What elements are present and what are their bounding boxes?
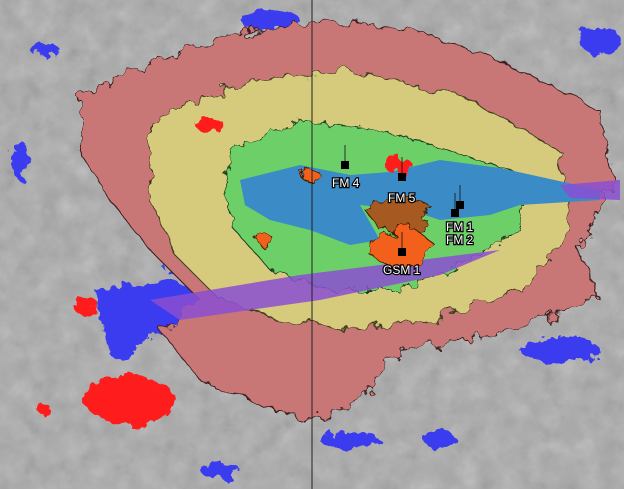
site-label: FM 1 [446, 220, 474, 234]
purple-band [150, 180, 620, 320]
site-label: FM 2 [446, 233, 474, 247]
red-core-patches [195, 119, 412, 173]
site-label: FM 4 [332, 176, 360, 190]
site-label: FM 5 [388, 191, 416, 205]
site-fm-4[interactable]: FM 4 [331, 145, 361, 191]
site-fm-1[interactable]: FM 1 [445, 185, 475, 235]
square-marker-icon[interactable] [398, 173, 406, 181]
site-label: GSM 1 [383, 263, 421, 277]
square-marker-icon[interactable] [398, 248, 406, 256]
square-marker-icon[interactable] [341, 161, 349, 169]
square-marker-icon[interactable] [456, 201, 464, 209]
zone-core [256, 169, 436, 271]
site-fm-2[interactable]: FM 2 [445, 193, 475, 248]
site-markers: FM 4 FM 5 FM 1FM 2 GSM 1 [331, 145, 475, 278]
square-marker-icon[interactable] [451, 209, 459, 217]
site-fm-5[interactable]: FM 5 [387, 157, 417, 206]
site-gsm-1[interactable]: GSM 1 [382, 232, 422, 278]
